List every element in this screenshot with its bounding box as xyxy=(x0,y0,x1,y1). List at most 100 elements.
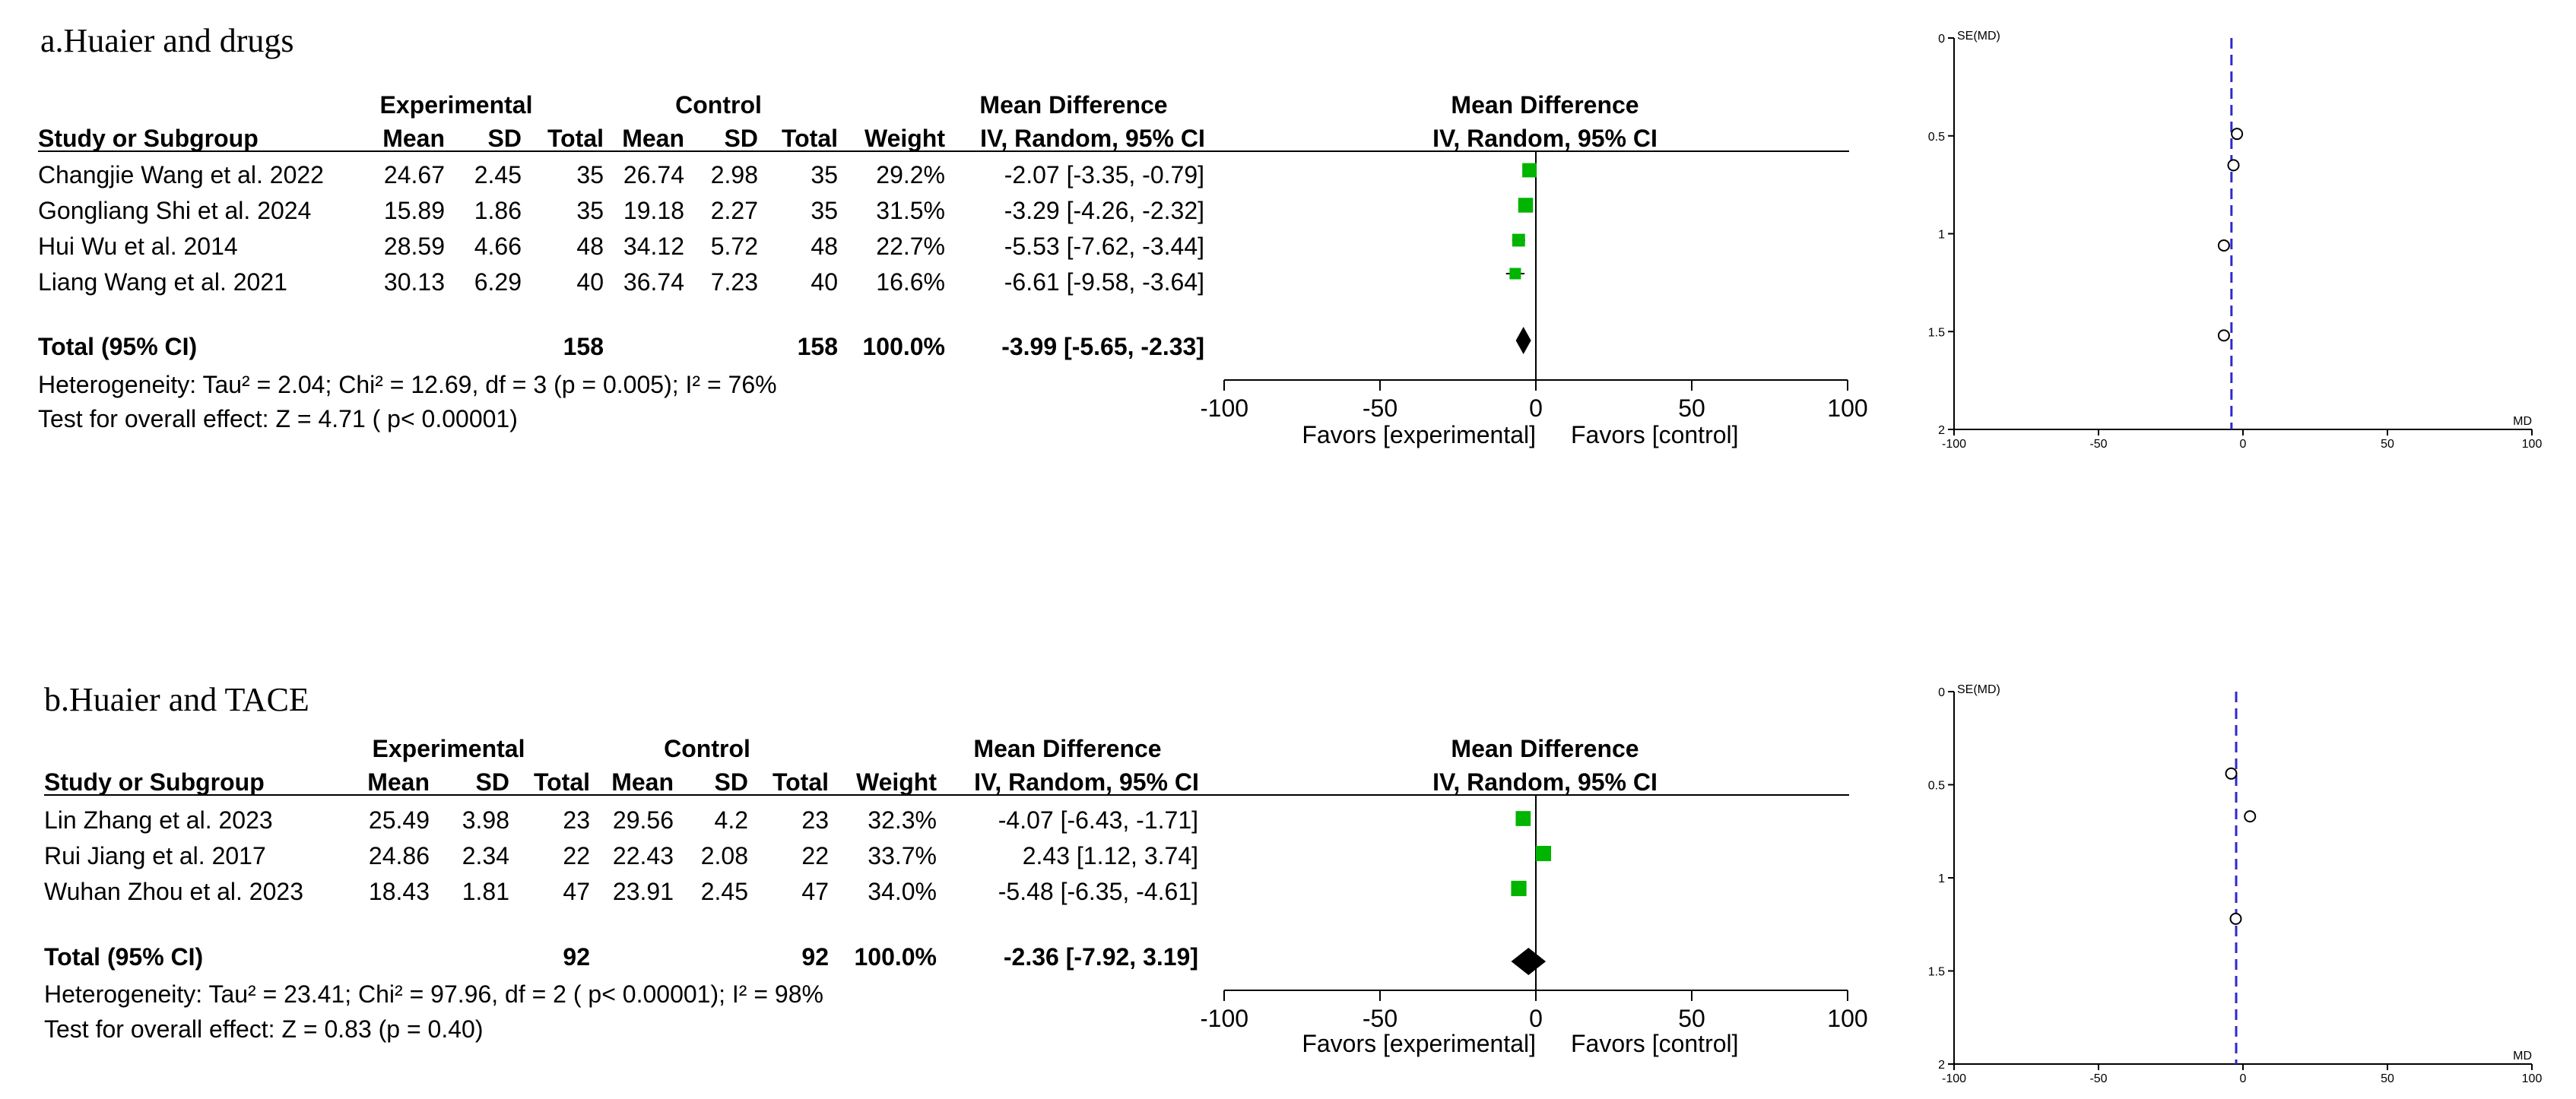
c-sd: 2.98 xyxy=(710,161,758,188)
funnel-plot: 0 0.5 1 1.5 2-100 -50 0 50 100 SE(MD) MD xyxy=(1928,30,2543,451)
forest-plot: -100 -50 0 50 100 xyxy=(1201,152,1868,422)
panel-title: a.Huaier and drugs xyxy=(40,22,294,59)
ci-text: 2.43 [1.12, 3.74] xyxy=(1022,842,1198,869)
e-mean: 25.49 xyxy=(368,806,430,834)
header-e-total: Total xyxy=(533,768,590,796)
header-e-total: Total xyxy=(547,125,604,152)
heterogeneity-text: Heterogeneity: Tau² = 2.04; Chi² = 12.69… xyxy=(38,371,777,398)
c-mean: 23.91 xyxy=(612,878,674,905)
e-total: 22 xyxy=(563,842,590,869)
c-sd: 5.72 xyxy=(710,233,758,260)
study-marker xyxy=(1509,268,1521,280)
header-c-mean: Mean xyxy=(622,125,684,152)
c-mean: 19.18 xyxy=(623,197,684,224)
total-ci-text: -3.99 [-5.65, -2.33] xyxy=(1001,333,1204,360)
funnel-plot: 0 0.5 1 1.5 2-100 -50 0 50 100 SE(MD) MD xyxy=(1928,683,2543,1085)
total-weight: 100.0% xyxy=(862,333,945,360)
pooled-diamond xyxy=(1511,948,1547,975)
x-tick-label: -100 xyxy=(1201,394,1248,422)
e-sd: 4.66 xyxy=(474,233,522,260)
funnel-point xyxy=(2231,128,2244,141)
ci-text: -5.48 [-6.35, -4.61] xyxy=(998,878,1198,905)
c-sd: 2.27 xyxy=(710,197,758,224)
y-tick-label: 0.5 xyxy=(1928,131,1945,144)
e-total: 23 xyxy=(563,806,590,834)
y-tick-label: 1.5 xyxy=(1928,966,1945,979)
header-md-plot: Mean Difference xyxy=(1451,91,1639,119)
total-e: 158 xyxy=(563,333,604,360)
ci-text: -5.53 [-7.62, -3.44] xyxy=(1004,233,1204,260)
e-mean: 24.67 xyxy=(383,161,445,188)
e-sd: 1.81 xyxy=(462,878,509,905)
ci-text: -6.61 [-9.58, -3.64] xyxy=(1004,268,1204,296)
header-experimental: Experimental xyxy=(372,735,525,762)
ci-text: -2.07 [-3.35, -0.79] xyxy=(1004,161,1204,188)
y-axis-label: SE(MD) xyxy=(1957,30,2000,43)
x-tick-label: 0 xyxy=(2240,1072,2247,1085)
c-mean: 29.56 xyxy=(612,806,674,834)
total-weight: 100.0% xyxy=(854,943,937,971)
x-tick-label: 100 xyxy=(1827,394,1867,422)
overall-effect-text: Test for overall effect: Z = 4.71 ( p< 0… xyxy=(38,405,518,432)
header-md-method: IV, Random, 95% CI xyxy=(980,125,1205,152)
c-sd: 4.2 xyxy=(714,806,748,834)
heterogeneity-text: Heterogeneity: Tau² = 23.41; Chi² = 97.9… xyxy=(44,980,823,1008)
header-rule xyxy=(38,150,1849,152)
c-total: 35 xyxy=(811,161,838,188)
ci-text: -3.29 [-4.26, -2.32] xyxy=(1004,197,1204,224)
pooled-diamond xyxy=(1515,327,1531,354)
header-c-total: Total xyxy=(772,768,829,796)
funnel-point xyxy=(2229,912,2242,925)
header-control: Control xyxy=(664,735,750,762)
header-experimental: Experimental xyxy=(379,91,533,119)
header-weight: Weight xyxy=(855,768,937,796)
funnel-point xyxy=(2244,810,2257,823)
weight: 16.6% xyxy=(876,268,945,296)
x-tick-label: 0 xyxy=(1529,1005,1543,1032)
e-mean: 30.13 xyxy=(383,268,445,296)
e-total: 35 xyxy=(576,161,604,188)
x-axis-label: MD xyxy=(2513,1050,2532,1063)
header-md-method-plot: IV, Random, 95% CI xyxy=(1432,125,1658,152)
favors-experimental-label: Favors [experimental] xyxy=(1302,421,1536,448)
c-total: 47 xyxy=(801,878,829,905)
c-sd: 2.08 xyxy=(700,842,748,869)
y-tick-label: 1 xyxy=(1938,229,1945,242)
x-tick-label: 50 xyxy=(1678,394,1705,422)
y-tick-label: 1 xyxy=(1938,873,1945,885)
e-mean: 15.89 xyxy=(383,197,445,224)
c-sd: 2.45 xyxy=(700,878,748,905)
y-tick-label: 2 xyxy=(1938,424,1945,437)
c-total: 40 xyxy=(811,268,838,296)
header-e-sd: SD xyxy=(487,125,522,152)
header-e-sd: SD xyxy=(475,768,509,796)
study-name: Lin Zhang et al. 2023 xyxy=(44,806,273,834)
x-tick-label: -50 xyxy=(1363,394,1397,422)
x-tick-label: -50 xyxy=(1363,1005,1397,1032)
weight: 31.5% xyxy=(876,197,945,224)
favors-control-label: Favors [control] xyxy=(1571,421,1739,448)
header-md: Mean Difference xyxy=(973,735,1162,762)
header-e-mean: Mean xyxy=(382,125,445,152)
total-c: 158 xyxy=(797,333,838,360)
study-name: Rui Jiang et al. 2017 xyxy=(44,842,266,869)
e-total: 35 xyxy=(576,197,604,224)
e-total: 47 xyxy=(563,878,590,905)
study-name: Wuhan Zhou et al. 2023 xyxy=(44,878,303,905)
header-e-mean: Mean xyxy=(367,768,430,796)
favors-experimental-label: Favors [experimental] xyxy=(1302,1030,1536,1057)
c-total: 23 xyxy=(801,806,829,834)
funnel-point xyxy=(2217,239,2230,252)
panel-a: a.Huaier and drugs Experimental Control … xyxy=(0,0,2576,547)
study-name: Changjie Wang et al. 2022 xyxy=(38,161,324,188)
c-total: 22 xyxy=(801,842,829,869)
weight: 33.7% xyxy=(868,842,937,869)
weight: 22.7% xyxy=(876,233,945,260)
x-tick-label: -100 xyxy=(1201,1005,1248,1032)
e-sd: 3.98 xyxy=(462,806,509,834)
study-marker xyxy=(1535,845,1552,862)
header-c-sd: SD xyxy=(714,768,748,796)
study-marker xyxy=(1511,880,1527,897)
x-tick-label: 0 xyxy=(2240,438,2247,451)
header-md-plot: Mean Difference xyxy=(1451,735,1639,762)
